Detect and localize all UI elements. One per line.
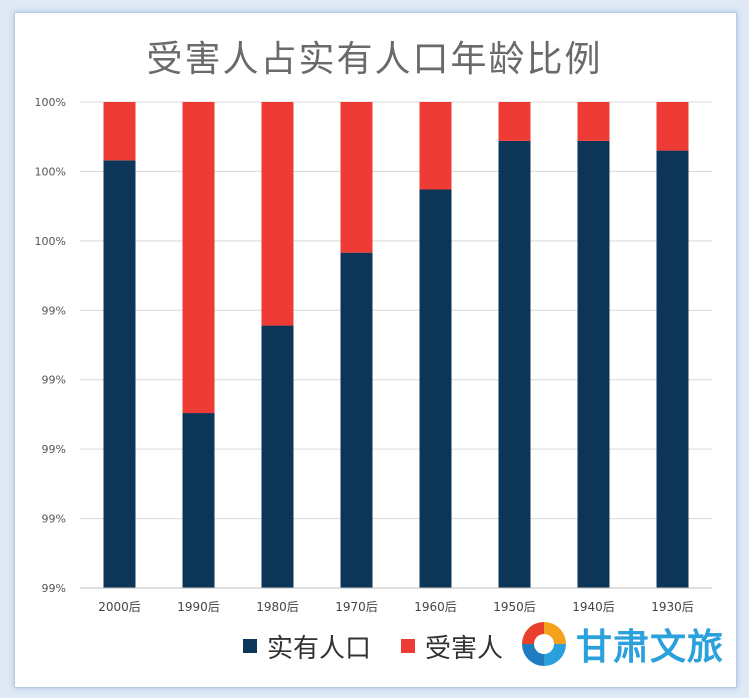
bar-population bbox=[261, 325, 294, 588]
legend-swatch-victims bbox=[401, 639, 416, 653]
y-tick-label: 100% bbox=[35, 165, 66, 178]
legend-label-population: 实有人口 bbox=[267, 633, 372, 664]
y-tick-label: 99% bbox=[42, 443, 66, 456]
y-tick-label: 99% bbox=[42, 304, 66, 317]
x-tick-label: 1930后 bbox=[651, 600, 694, 614]
bar-population bbox=[498, 140, 531, 588]
bar-victims bbox=[577, 102, 610, 141]
chart-title: 受害人占实有人口年龄比例 bbox=[146, 39, 603, 80]
y-tick-label: 99% bbox=[42, 374, 66, 387]
bar-victims bbox=[340, 102, 373, 253]
bar-population bbox=[419, 189, 452, 589]
bar-victims bbox=[498, 102, 531, 141]
legend-label-victims: 受害人 bbox=[425, 633, 504, 664]
bar-victims bbox=[103, 102, 136, 161]
bar-victims bbox=[182, 102, 215, 414]
bar-victims bbox=[419, 102, 452, 190]
bar-population bbox=[103, 160, 136, 588]
x-tick-label: 2000后 bbox=[98, 600, 141, 614]
bar-population bbox=[182, 413, 215, 588]
x-tick-label: 1940后 bbox=[572, 600, 615, 614]
bar-victims bbox=[261, 102, 294, 326]
y-tick-label: 100% bbox=[35, 235, 66, 248]
x-tick-label: 1990后 bbox=[177, 600, 220, 614]
legend-item-victims: 受害人 bbox=[401, 628, 503, 665]
chart-legend: 实有人口 受害人 bbox=[243, 626, 533, 666]
y-tick-label: 99% bbox=[42, 513, 66, 526]
y-tick-label: 100% bbox=[35, 96, 66, 109]
x-tick-label: 1950后 bbox=[493, 600, 536, 614]
legend-item-population: 实有人口 bbox=[243, 628, 371, 665]
x-tick-label: 1970后 bbox=[335, 600, 378, 614]
x-tick-label: 1960后 bbox=[414, 600, 457, 614]
y-tick-label: 99% bbox=[42, 582, 66, 595]
bar-victims bbox=[656, 102, 689, 151]
x-tick-label: 1980后 bbox=[256, 600, 299, 614]
legend-swatch-population bbox=[243, 639, 257, 653]
bar-population bbox=[577, 140, 610, 588]
bar-population bbox=[340, 252, 373, 588]
bar-population bbox=[656, 150, 689, 588]
watermark-text: 甘肃文旅 bbox=[576, 627, 725, 668]
logo-swirl-icon bbox=[520, 620, 568, 668]
watermark-logo: 甘肃文旅 bbox=[518, 618, 724, 670]
